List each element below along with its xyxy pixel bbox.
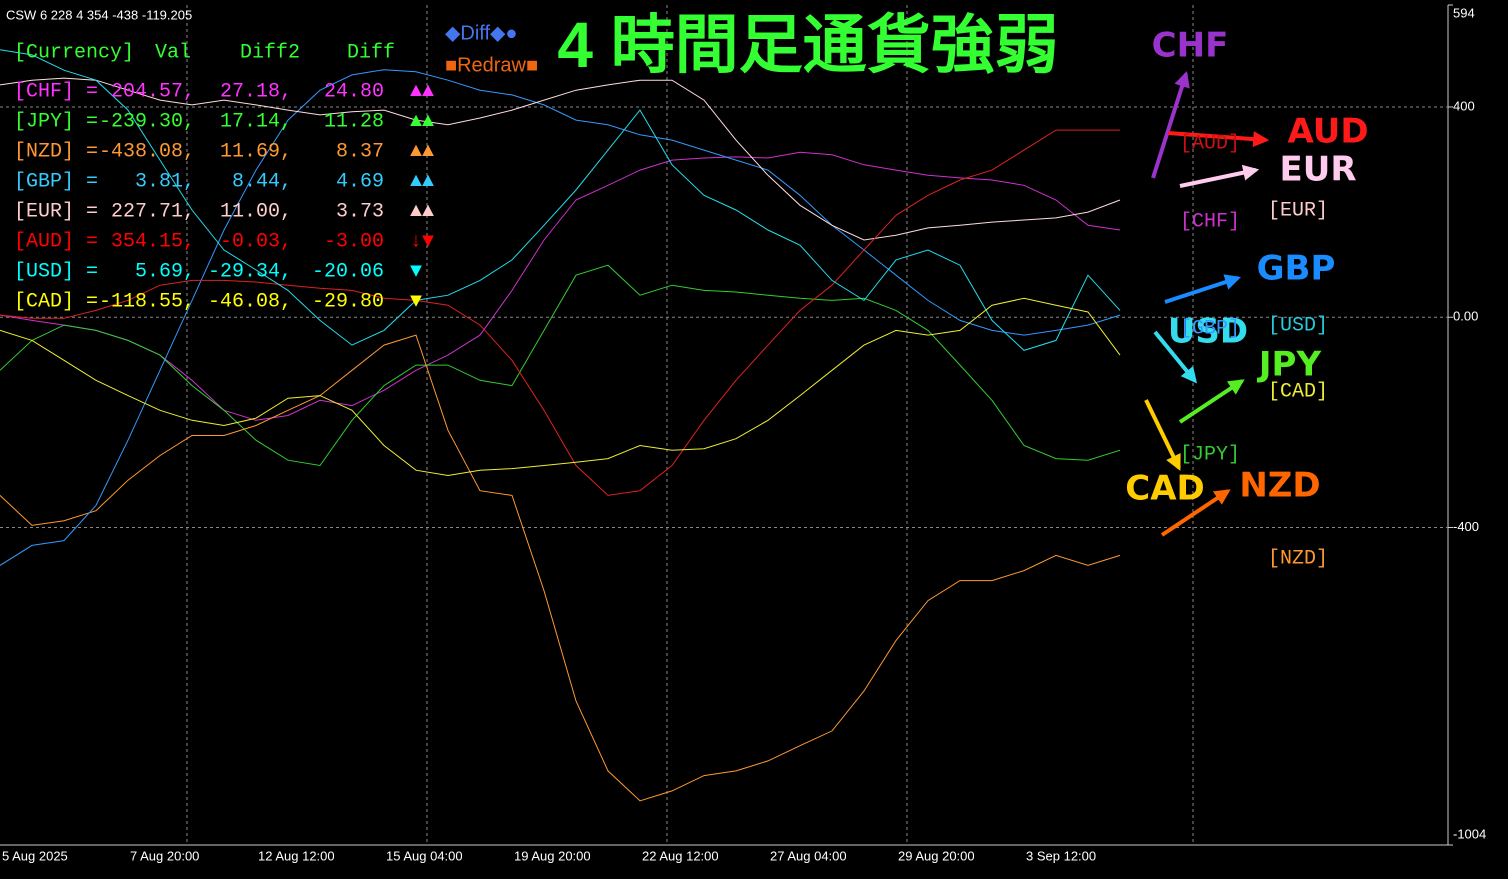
x-tick-label: 27 Aug 04:00 [770, 848, 847, 863]
y-tick-label: 0.00 [1453, 309, 1478, 324]
y-tick-label: 594 [1453, 5, 1475, 20]
table-cell: ▼ [410, 260, 422, 283]
y-tick-label: 400 [1453, 98, 1475, 113]
table-cell: 354.15, [111, 230, 195, 253]
table-cell: -0.03, [220, 230, 292, 253]
table-cell: ▲▲ [410, 200, 434, 223]
table-cell: ▲▲ [410, 110, 434, 133]
x-tick-label: 12 Aug 12:00 [258, 848, 335, 863]
table-header: Val [155, 41, 191, 64]
x-tick-label: 22 Aug 12:00 [642, 848, 719, 863]
table-cell: 204.57, [111, 80, 195, 103]
redraw-button[interactable]: ■Redraw■ [445, 54, 538, 76]
table-cell: 27.18, [220, 80, 292, 103]
arrows [1144, 70, 1270, 537]
strength-label: JPY [1257, 345, 1322, 385]
rank-label: [EUR] [1268, 199, 1328, 222]
series-line [0, 297, 1121, 477]
y-tick-label: -400 [1453, 519, 1479, 534]
rank-label: [CHF] [1180, 210, 1240, 233]
diff-button[interactable]: ◆Diff◆● [445, 22, 517, 44]
rank-label: [AUD] [1180, 132, 1240, 155]
x-tick-label: 15 Aug 04:00 [386, 848, 463, 863]
table-cell: 11.28 [324, 110, 384, 133]
table-cell: -29.80 [312, 290, 384, 313]
table-cell: [EUR] = [14, 200, 98, 223]
table-cell: ▲▲ [410, 80, 434, 103]
header: CSW 6 228 4 354 -438 -119.205 [6, 7, 192, 22]
table-cell: -118.55, [99, 290, 195, 313]
table-cell: 8.37 [336, 140, 384, 163]
strength-label: NZD [1239, 466, 1320, 506]
x-tick-label: 5 Aug 2025 [2, 848, 68, 863]
table-header: Diff [347, 41, 395, 64]
table-cell: 3.73 [336, 200, 384, 223]
table-cell: ↓▼ [410, 230, 434, 253]
series-line [0, 69, 1121, 566]
table-cell: 8.44, [232, 170, 292, 193]
series-line [0, 129, 1120, 496]
strength-label: CAD [1125, 469, 1205, 509]
table-header: [Currency] [14, 41, 134, 64]
table-cell: [AUD] = [14, 230, 98, 253]
table-cell: 4.69 [336, 170, 384, 193]
series-line [0, 264, 1121, 467]
table-cell: [NZD] = [14, 140, 98, 163]
rank-label: [CAD] [1268, 380, 1328, 403]
table-cell: 11.69, [220, 140, 292, 163]
table-cell: [GBP] = [14, 170, 98, 193]
strength-label: AUD [1287, 112, 1368, 152]
table-cell: ▲▲ [410, 140, 434, 163]
strength-label: EUR [1279, 150, 1356, 190]
strength-label: USD [1168, 312, 1248, 352]
strength-label: GBP [1257, 249, 1336, 289]
rank-label: [JPY] [1180, 443, 1240, 466]
x-tick-label: 3 Sep 12:00 [1026, 848, 1096, 863]
table-cell: 3.81, [135, 170, 195, 193]
x-tick-label: 29 Aug 20:00 [898, 848, 975, 863]
y-tick-label: -1004 [1453, 826, 1486, 841]
series-line [0, 334, 1121, 802]
table-cell: 17.14, [220, 110, 292, 133]
table-cell: [CAD] = [14, 290, 98, 313]
separator [186, 5, 1194, 845]
table-cell: -20.06 [312, 260, 384, 283]
table-cell: -29.34, [208, 260, 292, 283]
strength-label: CHF [1152, 26, 1229, 66]
table-cell: 24.80 [324, 80, 384, 103]
series-line [0, 49, 1121, 351]
table-cell: -3.00 [324, 230, 384, 253]
table-cell: 11.00, [220, 200, 292, 223]
x-tick-label: 19 Aug 20:00 [514, 848, 591, 863]
rank-label: [USD] [1268, 314, 1328, 337]
rank-label: [GBP] [1180, 317, 1240, 340]
table-cell: ▲▲ [410, 170, 434, 193]
rank-label: [NZD] [1268, 547, 1328, 570]
page-title: 4 時間足通貨強弱 [557, 9, 1058, 81]
series-line [0, 151, 1121, 421]
table-cell: [JPY] = [14, 110, 98, 133]
table-cell: 5.69, [135, 260, 195, 283]
table-cell: -239.30, [99, 110, 195, 133]
table-cell: [CHF] = [14, 80, 98, 103]
x-tick-label: 7 Aug 20:00 [130, 848, 199, 863]
table-cell: [USD] = [14, 260, 98, 283]
table-cell: 227.71, [111, 200, 195, 223]
series-line [0, 77, 1121, 241]
table-cell: -438.08, [99, 140, 195, 163]
table-header: Diff2 [240, 41, 300, 64]
table-cell: -46.08, [208, 290, 292, 313]
table-cell: ▼ [410, 290, 422, 313]
